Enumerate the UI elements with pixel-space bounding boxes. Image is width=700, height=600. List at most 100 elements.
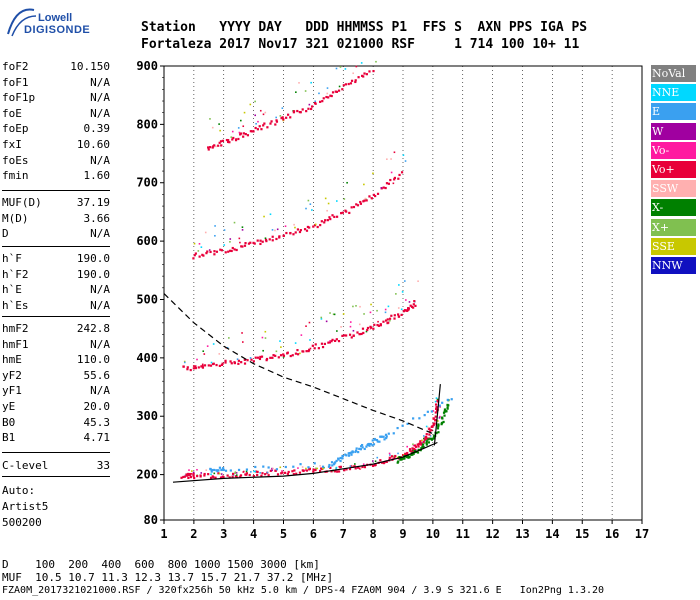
echo-point [337,340,341,343]
param-key: fmin [2,169,29,183]
echo-point [265,357,269,361]
echo-point [208,249,211,251]
echo-point [397,177,400,180]
echo-point [383,461,386,464]
echo-point [262,124,265,127]
echo-point [194,366,197,370]
echo-point [328,340,331,342]
echo-point [384,186,387,190]
echo-point [215,250,219,253]
echo-point [400,458,403,461]
echo-point [256,128,260,131]
echo-point [361,465,364,469]
echo-point [256,473,259,477]
echo-point [209,146,212,149]
echo-point [232,136,235,140]
echo-point [329,312,331,314]
echo-point [316,467,319,470]
x-tick-label: 7 [340,527,347,541]
echo-point [214,225,216,227]
echo-point [354,463,356,465]
echo-point [191,470,193,472]
echo-point [275,468,278,471]
echo-point [362,463,365,466]
echo-point [329,94,332,97]
param-value: 0.39 [83,122,111,136]
echo-point [333,313,336,316]
echo-point [383,438,386,441]
echo-point [243,111,246,114]
echo-point [224,359,227,362]
echo-point [202,254,205,257]
echo-point [280,346,282,348]
legend-item-w: W [651,122,696,140]
echo-point [442,420,445,424]
echo-point [302,469,305,473]
echo-point [227,139,230,142]
echo-point [203,472,206,476]
echo-point [294,352,297,355]
echo-point [398,284,400,286]
echo-point [306,225,310,229]
echo-point [254,470,256,473]
echo-point [307,350,310,353]
echo-point [389,454,391,456]
echo-point [265,359,268,362]
echo-point [437,431,440,434]
param-key: D [2,227,9,241]
echo-point [190,472,192,475]
echo-point [314,100,317,103]
x-tick-label: 16 [605,527,619,541]
echo-point [265,239,268,243]
param-value: 3.66 [83,211,111,225]
echo-point [285,116,288,119]
echo-point [418,442,421,445]
echo-point [234,475,237,478]
echo-point [434,419,437,422]
echo-point [320,316,323,319]
echo-point [384,319,388,322]
echo-point [360,467,362,469]
echo-point [358,467,362,470]
echo-point [296,353,300,356]
echo-point [313,347,316,350]
echo-point [337,458,340,461]
echo-point [241,332,243,334]
echo-point [396,426,399,430]
x-tick-label: 10 [426,527,440,541]
echo-point [313,224,317,227]
echo-point [427,427,431,430]
x-tick-label: 15 [575,527,589,541]
echo-point [212,362,215,365]
x-tick-label: 1 [160,527,167,541]
x-tick-label: 6 [310,527,317,541]
echo-point [231,130,234,133]
echo-point [350,336,353,339]
auto-version: 500200 [2,516,42,529]
echo-point [241,229,244,231]
echo-point [339,465,342,468]
echo-point [213,144,216,147]
echo-point [200,365,203,368]
echo-point [219,476,223,479]
echo-point [403,280,406,282]
echo-point [296,228,300,231]
echo-point [388,456,391,459]
param-row-foe: foE N/A [2,107,110,121]
echo-point [373,323,376,326]
echo-point [239,474,243,477]
profile-solid-line [172,441,438,483]
echo-point [336,200,338,202]
echo-point [200,472,203,474]
echo-point [385,436,388,440]
x-tick-label: 11 [456,527,470,541]
param-key: h`F2 [2,267,29,281]
echo-point [341,88,344,91]
header-values: Fortaleza 2017 Nov17 321 021000 RSF 1 71… [141,37,580,52]
param-key: C-level [2,459,49,472]
param-value: 1.60 [83,169,111,183]
echo-point [350,453,353,456]
echo-point [423,437,425,440]
echo-point [229,469,232,472]
echo-point [259,109,262,112]
